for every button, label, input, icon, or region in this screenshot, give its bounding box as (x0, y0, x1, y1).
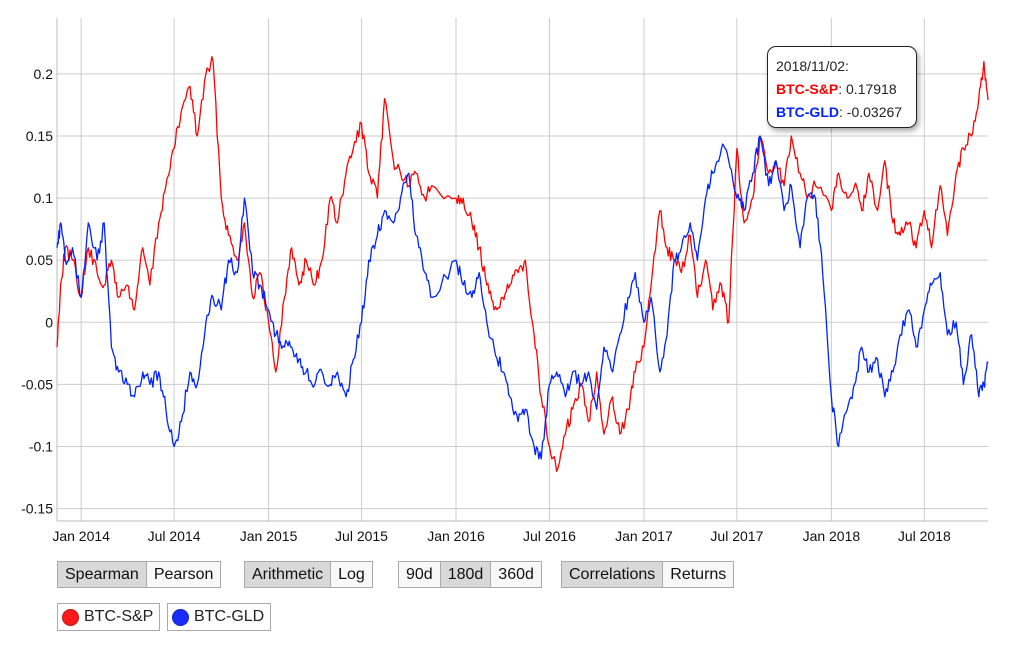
method-toggle: Spearman Pearson (57, 561, 222, 588)
y-tick-label: 0.15 (26, 128, 53, 144)
x-tick-label: Jan 2016 (427, 528, 485, 544)
tooltip-row-btc-gld: BTC-GLD: -0.03267 (776, 101, 916, 124)
legend-swatch (62, 608, 79, 626)
view-toggle: Correlations Returns (561, 561, 735, 588)
legend-label: BTC-S&P (84, 608, 154, 625)
window-toggle: 90d 180d 360d (398, 561, 542, 588)
y-tick-label: -0.15 (21, 501, 53, 517)
x-tick-label: Jul 2018 (898, 528, 951, 544)
tooltip-separator: : (839, 104, 843, 120)
log-button[interactable]: Log (331, 562, 372, 587)
tooltip-series-name: BTC-S&P (776, 81, 839, 97)
tooltip-row-btc-sp: BTC-S&P: 0.17918 (776, 78, 916, 101)
tooltip-separator: : (838, 81, 843, 97)
series-line-1 (56, 135, 989, 460)
tooltip-date: 2018/11/02: (776, 58, 849, 74)
pearson-button[interactable]: Pearson (146, 562, 221, 587)
x-tick-label: Jul 2017 (710, 528, 763, 544)
y-tick-label: -0.05 (21, 376, 53, 392)
y-tick-label: 0.1 (34, 190, 54, 206)
hover-tooltip: 2018/11/02: BTC-S&P: 0.17918 BTC-GLD: -0… (767, 46, 917, 128)
tooltip-value: 0.17918 (842, 81, 897, 97)
window-360d-button[interactable]: 360d (491, 562, 541, 587)
y-tick-label: -0.1 (29, 438, 53, 454)
window-180d-button[interactable]: 180d (440, 562, 492, 587)
correlations-button[interactable]: Correlations (562, 562, 664, 587)
series-line-0 (56, 55, 989, 472)
legend-label: BTC-GLD (194, 608, 265, 625)
tooltip-series-name: BTC-GLD (776, 104, 839, 120)
legend-item-btc-sp[interactable]: BTC-S&P (57, 603, 161, 631)
x-tick-label: Jan 2017 (615, 528, 673, 544)
returns-button[interactable]: Returns (663, 562, 734, 587)
legend-item-btc-gld[interactable]: BTC-GLD (167, 603, 272, 631)
window-90d-button[interactable]: 90d (399, 562, 441, 587)
y-tick-label: 0.05 (26, 252, 53, 268)
x-tick-label: Jul 2014 (148, 528, 201, 544)
x-tick-label: Jan 2014 (52, 528, 110, 544)
x-tick-label: Jan 2015 (240, 528, 298, 544)
x-tick-label: Jul 2016 (523, 528, 576, 544)
grid-lines (56, 18, 988, 522)
tooltip-value: -0.03267 (842, 104, 903, 120)
y-tick-label: 0.2 (34, 66, 54, 82)
x-tick-label: Jan 2018 (803, 528, 861, 544)
arithmetic-button[interactable]: Arithmetic (245, 562, 332, 587)
correlation-chart: 0.2 0.15 0.1 0.05 0 -0.05 -0.1 -0.15 Jan 2014 Jul… (21, 18, 989, 544)
y-tick-label: 0 (45, 314, 53, 330)
legend-swatch (172, 608, 189, 626)
scale-toggle: Arithmetic Log (244, 561, 373, 588)
x-tick-label: Jul 2015 (335, 528, 388, 544)
tick-labels: 0.2 0.15 0.1 0.05 0 -0.05 -0.1 -0.15 Jan 2014 Jul… (21, 66, 951, 544)
spearman-button[interactable]: Spearman (58, 562, 147, 587)
series-lines (56, 55, 989, 472)
